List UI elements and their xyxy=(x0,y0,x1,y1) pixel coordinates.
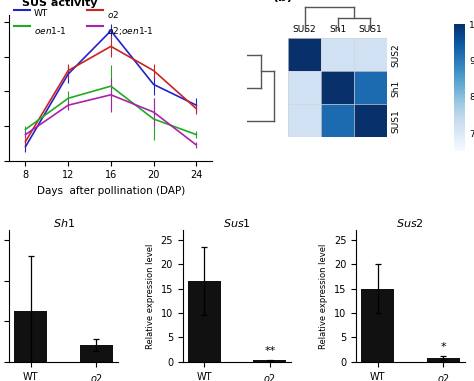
Text: $o2$;$oen1$-$1$: $o2$;$oen1$-$1$ xyxy=(107,26,154,37)
Text: $oen1$-$1$: $oen1$-$1$ xyxy=(34,26,66,37)
Text: WT: WT xyxy=(34,10,48,18)
Text: SUS activity: SUS activity xyxy=(22,0,98,8)
Text: (b): (b) xyxy=(273,0,294,4)
Text: **: ** xyxy=(264,346,275,356)
Bar xyxy=(427,358,460,362)
Bar xyxy=(80,345,113,362)
Y-axis label: Relative expression level: Relative expression level xyxy=(146,243,155,349)
Bar xyxy=(14,311,47,362)
X-axis label: Days  after pollination (DAP): Days after pollination (DAP) xyxy=(37,186,185,196)
Title: $\it{Sh1}$: $\it{Sh1}$ xyxy=(53,217,75,229)
Title: $\it{Sus2}$: $\it{Sus2}$ xyxy=(396,217,424,229)
Text: *: * xyxy=(440,342,446,352)
Text: $o2$: $o2$ xyxy=(107,10,119,21)
Bar xyxy=(361,288,394,362)
Title: $\it{Sus1}$: $\it{Sus1}$ xyxy=(223,217,251,229)
Bar xyxy=(254,360,286,362)
Bar xyxy=(188,281,220,362)
Y-axis label: Relative expression level: Relative expression level xyxy=(319,243,328,349)
